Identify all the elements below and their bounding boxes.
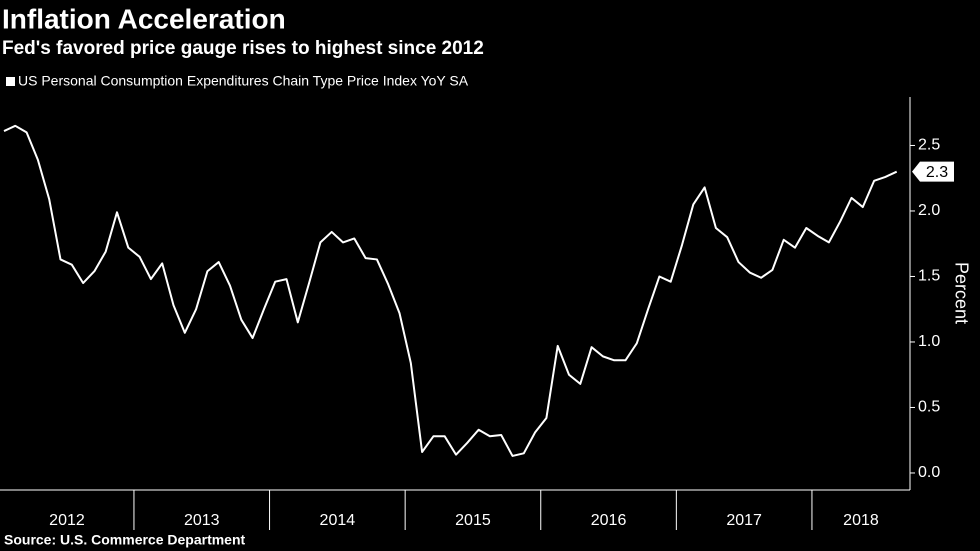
- chart-title: Inflation Acceleration: [2, 3, 286, 34]
- x-tick-label: 2018: [843, 512, 879, 529]
- y-tick-label: 2.0: [918, 202, 940, 219]
- x-tick-label: 2015: [455, 512, 491, 529]
- legend-label: US Personal Consumption Expenditures Cha…: [18, 73, 469, 89]
- x-tick-label: 2014: [320, 512, 356, 529]
- series-line: [3, 124, 898, 457]
- y-tick-label: 1.5: [918, 268, 940, 285]
- y-tick-label: 0.0: [918, 464, 940, 481]
- chart-subtitle: Fed's favored price gauge rises to highe…: [2, 38, 484, 59]
- last-value-tag: [912, 161, 954, 182]
- x-tick-label: 2016: [591, 512, 627, 529]
- x-tick-label: 2017: [726, 512, 762, 529]
- y-tick-label: 2.5: [918, 137, 940, 154]
- source: Source: U.S. Commerce Department: [4, 532, 246, 548]
- x-tick-label: 2013: [184, 512, 220, 529]
- last-value-label: 2.3: [926, 164, 948, 181]
- y-tick-label: 1.0: [918, 333, 940, 350]
- legend-swatch: [6, 77, 15, 86]
- y-axis-label: Percent: [951, 262, 971, 324]
- y-tick-label: 0.5: [918, 399, 940, 416]
- x-tick-label: 2012: [49, 512, 85, 529]
